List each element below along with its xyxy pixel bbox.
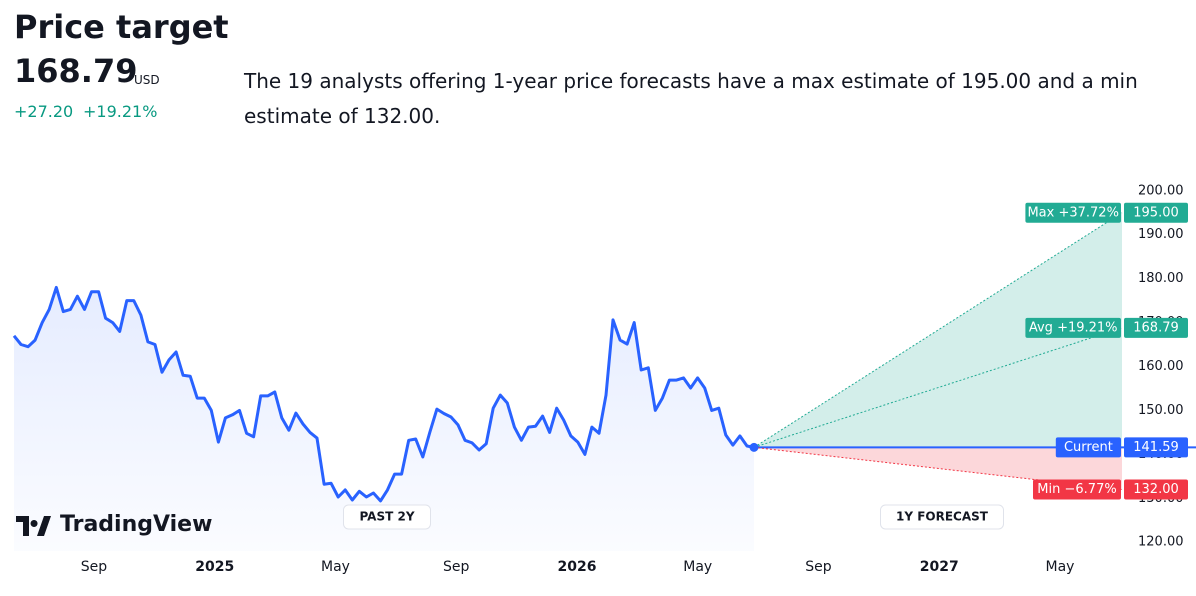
- x-tick-label: May: [683, 559, 712, 575]
- price-area: [14, 287, 754, 551]
- description: The 19 analysts offering 1-year price fo…: [244, 69, 1138, 128]
- currency: USD: [134, 73, 160, 87]
- annotation-box: [343, 504, 431, 530]
- price-line: [12, 285, 755, 503]
- target-value-box: [1124, 317, 1188, 338]
- x-tick-label: Sep: [443, 559, 470, 575]
- annotation: PAST 2Y: [359, 510, 414, 524]
- x-tick-label: Sep: [81, 559, 108, 575]
- y-tick-label: 180.00: [1138, 271, 1184, 286]
- target-value-box: [1124, 202, 1188, 223]
- y-tick-label: 150.00: [1138, 403, 1184, 418]
- title: Price target: [14, 8, 229, 46]
- x-tick-label: May: [1046, 559, 1075, 575]
- y-tick-label: 190.00: [1138, 227, 1184, 242]
- x-tick-label: 2026: [558, 559, 597, 575]
- target-label: Max +37.72%: [1027, 205, 1118, 220]
- y-tick-label: 120.00: [1138, 535, 1184, 550]
- current-point: [749, 442, 759, 452]
- annotation: 1Y FORECAST: [896, 510, 989, 524]
- change: +27.20: [14, 102, 74, 121]
- target-value: 141.59: [1133, 440, 1179, 455]
- y-tick-label: 200.00: [1138, 183, 1184, 198]
- target-label-box: [1033, 479, 1121, 500]
- price: 168.79: [14, 52, 138, 90]
- x-tick-label: May: [321, 559, 350, 575]
- logo: TradingView: [16, 512, 212, 537]
- target-label-box: [1025, 317, 1121, 338]
- target-value: 168.79: [1133, 320, 1179, 335]
- target-label-box: [1055, 437, 1121, 458]
- target-label-box: [1025, 202, 1121, 223]
- target-value-box: [1124, 479, 1188, 500]
- target-value: 195.00: [1133, 205, 1179, 220]
- target-label: Current: [1064, 440, 1113, 455]
- forecast-line: [753, 327, 1123, 448]
- annotation-box: [880, 504, 1004, 530]
- y-tick-label: 160.00: [1138, 359, 1184, 374]
- target-value: 132.00: [1133, 482, 1179, 497]
- x-tick-label: Sep: [805, 559, 832, 575]
- brand: TradingView: [60, 512, 212, 537]
- forecast-line: [753, 212, 1123, 448]
- x-tick-label: 2025: [195, 559, 234, 575]
- target-value-box: [1124, 437, 1188, 458]
- change-pct: +19.21%: [83, 102, 158, 121]
- x-tick-label: 2027: [920, 559, 959, 575]
- target-label: Min −6.77%: [1037, 482, 1116, 497]
- upside-area: [754, 212, 1122, 448]
- target-label: Avg +19.21%: [1029, 320, 1118, 335]
